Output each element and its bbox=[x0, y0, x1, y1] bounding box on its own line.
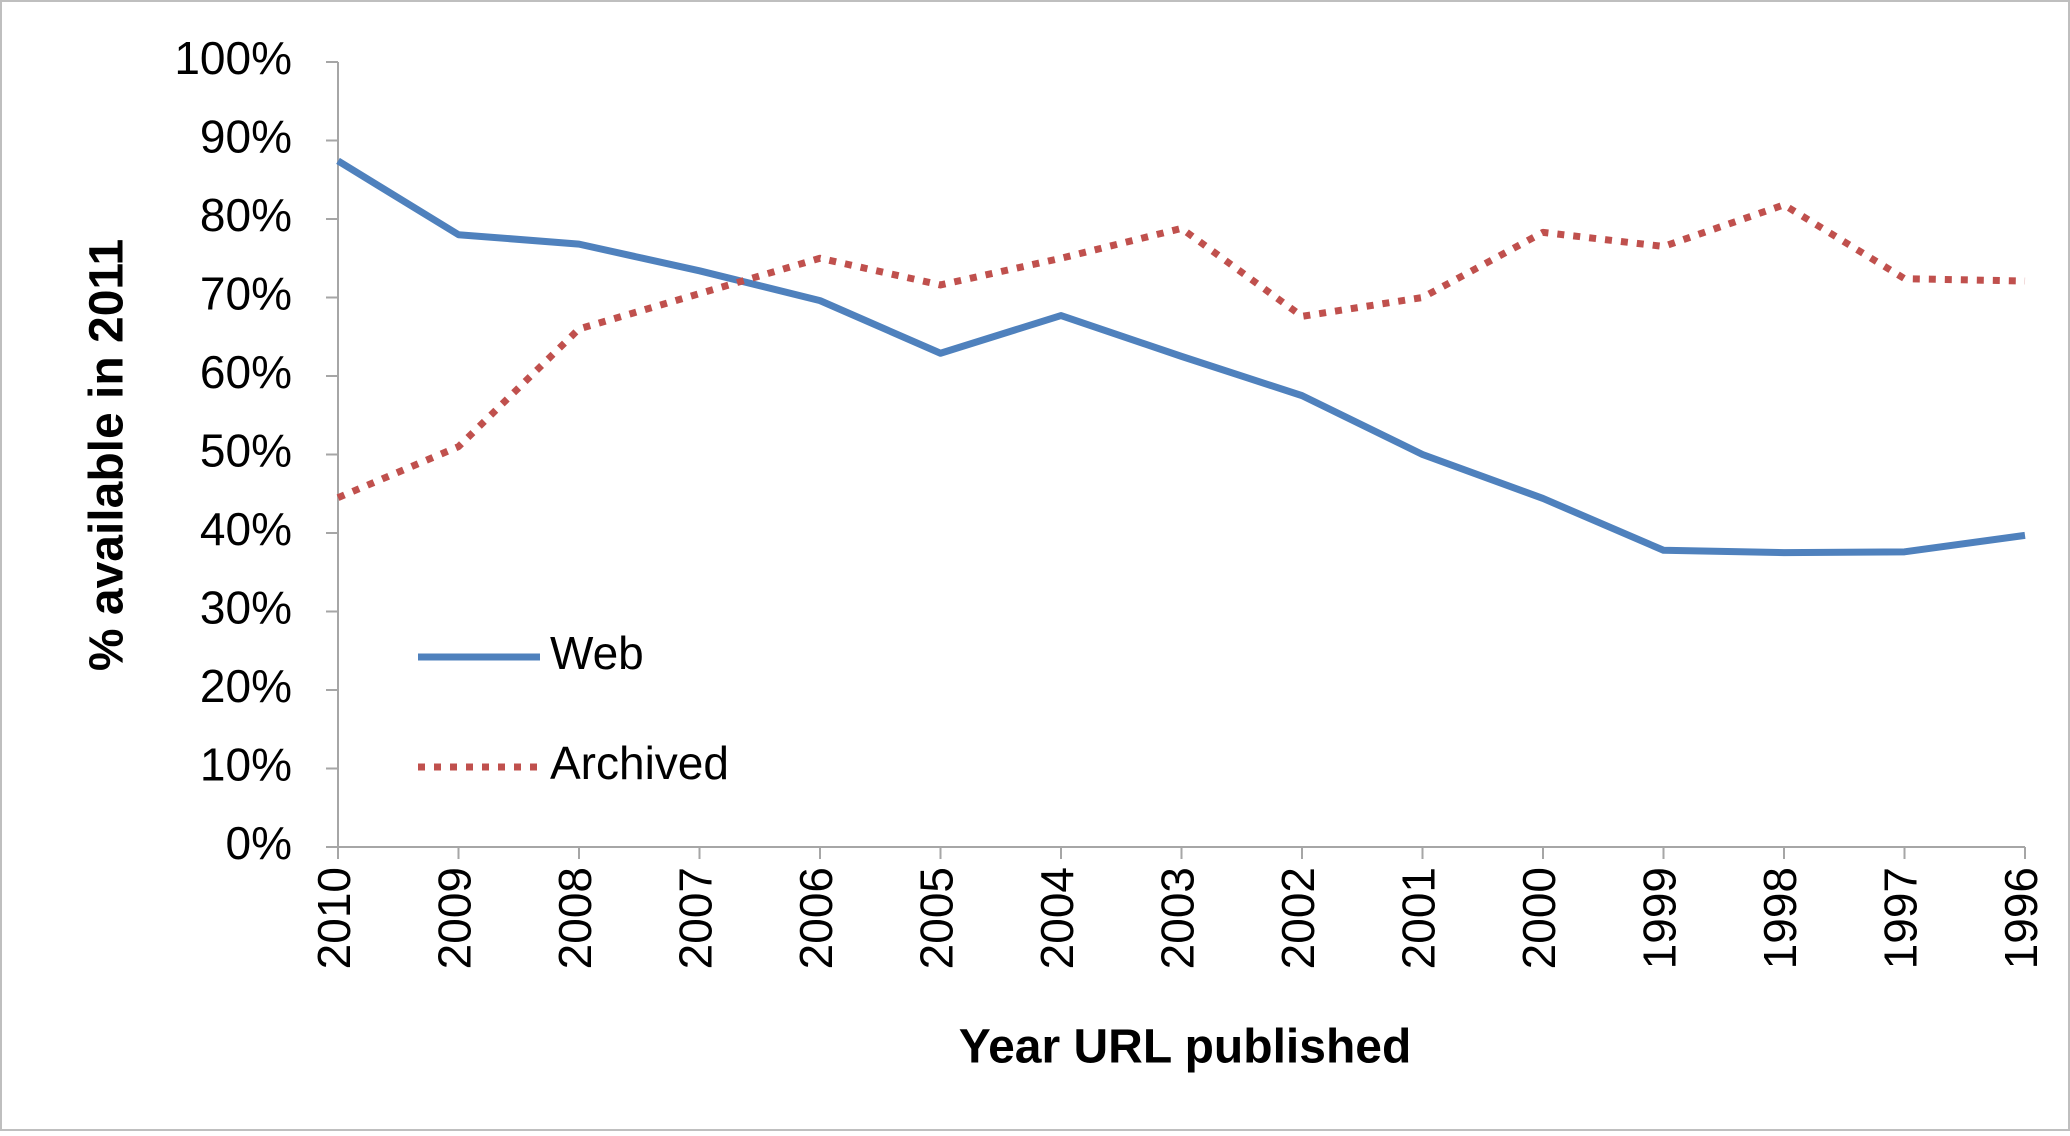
x-tick-label: 1998 bbox=[1754, 867, 1806, 969]
data-line bbox=[336, 201, 2026, 501]
x-tick-label: 2006 bbox=[790, 867, 842, 969]
x-tick-label: 2007 bbox=[670, 867, 722, 969]
data-line bbox=[336, 157, 2026, 557]
y-tick-label: 60% bbox=[200, 346, 292, 398]
x-tick-label: 2001 bbox=[1393, 867, 1445, 969]
y-tick-label: 80% bbox=[200, 189, 292, 241]
x-tick-label: 2005 bbox=[911, 867, 963, 969]
x-tick-label: 1996 bbox=[1995, 867, 2047, 969]
x-tick-label: 2000 bbox=[1513, 867, 1565, 969]
x-tick-label: 1999 bbox=[1634, 867, 1686, 969]
x-axis-label: Year URL published bbox=[959, 1021, 1412, 1074]
x-tick-label: 2008 bbox=[549, 867, 601, 969]
y-tick-label: 70% bbox=[200, 268, 292, 320]
x-tick-label: 2010 bbox=[308, 867, 360, 969]
x-tick-label: 2004 bbox=[1031, 867, 1083, 969]
x-tick-label: 2002 bbox=[1272, 867, 1324, 969]
y-tick-label: 30% bbox=[200, 582, 292, 634]
y-tick-label: 90% bbox=[200, 111, 292, 163]
x-tick-label: 1997 bbox=[1875, 867, 1927, 969]
y-tick-label: 10% bbox=[200, 739, 292, 791]
legend-label: Archived bbox=[550, 737, 729, 789]
y-tick-label: 40% bbox=[200, 503, 292, 555]
legend-label: Web bbox=[550, 627, 644, 679]
y-tick-label: 50% bbox=[200, 425, 292, 477]
y-tick-label: 100% bbox=[174, 32, 292, 84]
y-tick-label: 0% bbox=[226, 817, 292, 869]
y-tick-label: 20% bbox=[200, 660, 292, 712]
y-axis-label: % available in 2011 bbox=[81, 239, 134, 671]
x-tick-label: 2003 bbox=[1152, 867, 1204, 969]
x-tick-label: 2009 bbox=[429, 867, 481, 969]
